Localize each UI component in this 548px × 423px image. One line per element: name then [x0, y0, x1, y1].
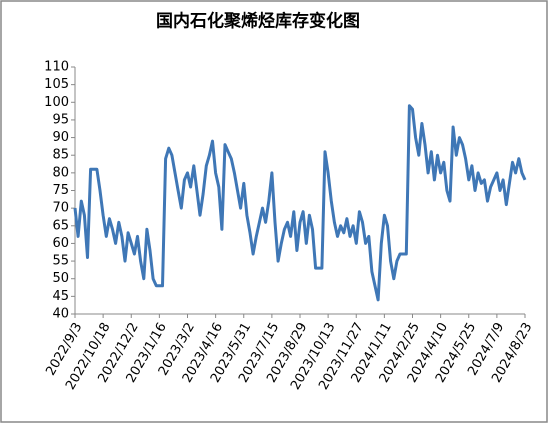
y-tick-label: 105 [44, 77, 69, 92]
chart-title: 国内石化聚烯烃库存变化图 [156, 11, 360, 32]
y-tick-label: 70 [52, 201, 69, 216]
y-tick-label: 95 [52, 112, 69, 127]
y-tick-label: 100 [44, 95, 69, 110]
y-tick-label: 65 [52, 218, 69, 233]
y-tick-label: 40 [52, 307, 69, 322]
y-tick-label: 110 [44, 60, 69, 75]
y-tick-label: 85 [52, 148, 69, 163]
y-tick-label: 50 [52, 271, 69, 286]
y-tick-label: 90 [52, 130, 69, 145]
y-tick-label: 45 [52, 289, 69, 304]
y-tick-label: 75 [52, 183, 69, 198]
line-series [73, 104, 527, 302]
y-tick-label: 55 [52, 254, 69, 269]
y-tick-label: 80 [52, 165, 69, 180]
y-tick-label: 60 [52, 236, 69, 251]
